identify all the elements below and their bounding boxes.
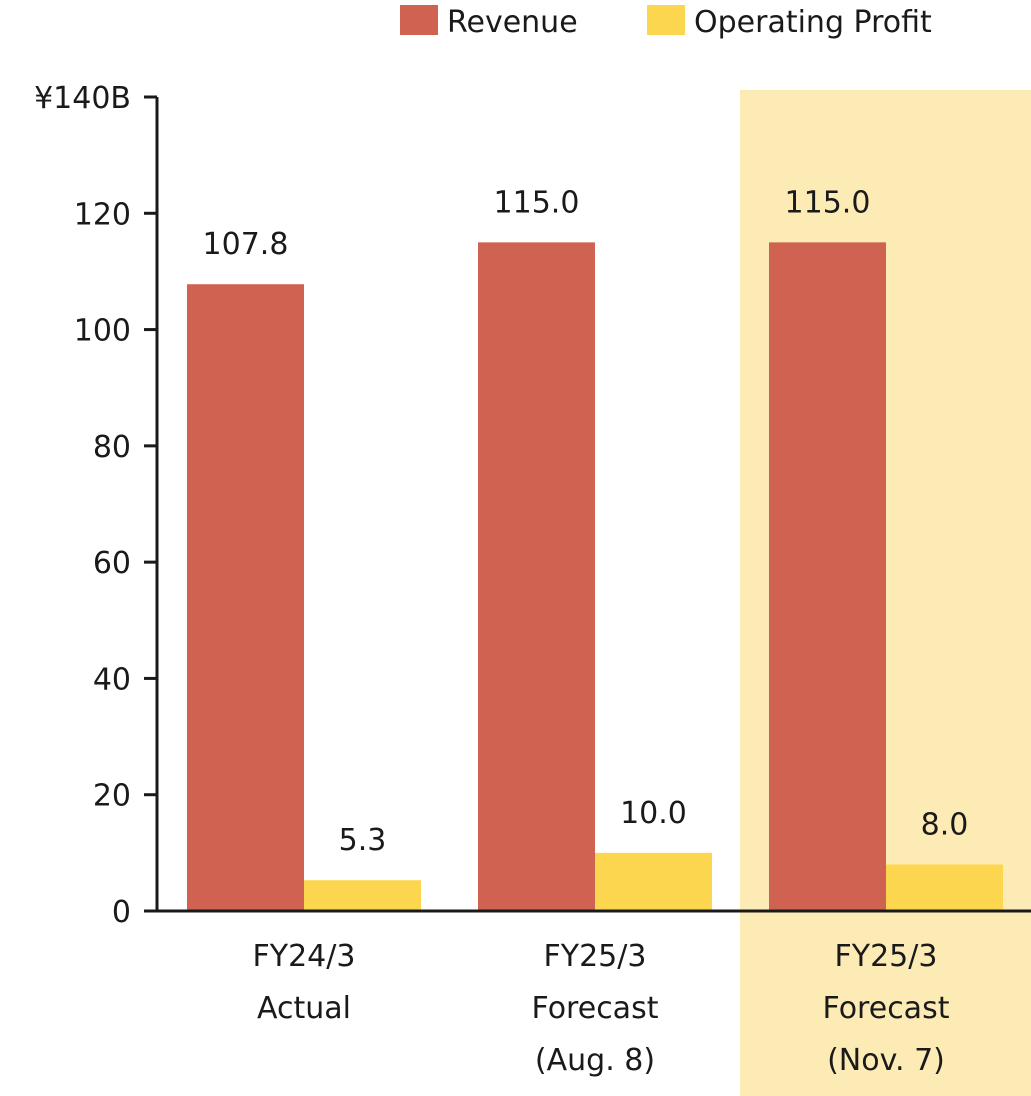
bar-operating-profit-2	[886, 864, 1003, 911]
bar-operating-profit-0	[304, 880, 421, 911]
data-label: 115.0	[494, 185, 580, 220]
legend-label: Revenue	[447, 5, 578, 40]
category-label: FY25/3	[835, 939, 938, 974]
y-tick-label: 80	[93, 430, 131, 465]
y-tick-label: 120	[74, 197, 131, 232]
axis-layer: 0 20 40 60 80 100 120 ¥140B FY24/3 Actual FY25/3 Fo…	[34, 81, 1031, 1078]
y-tick-label: 40	[93, 662, 131, 697]
bar-operating-profit-1	[595, 852, 712, 911]
category-label: (Aug. 8)	[535, 1043, 655, 1078]
data-label: 107.8	[203, 227, 289, 262]
legend-swatch	[400, 5, 438, 35]
data-label: 10.0	[620, 796, 687, 831]
legend-label: Operating Profit	[694, 5, 932, 40]
category-label: Forecast	[532, 991, 659, 1026]
category-label: FY25/3	[544, 939, 647, 974]
legend: Revenue Operating Profit	[400, 5, 932, 40]
bar-revenue-1	[478, 242, 595, 911]
y-tick-label: ¥140B	[34, 81, 131, 116]
data-label: 115.0	[785, 185, 871, 220]
y-tick-label: 100	[74, 314, 131, 349]
y-tick-label: 60	[93, 546, 131, 581]
category-label: Forecast	[823, 991, 950, 1026]
legend-swatch	[647, 5, 685, 35]
category-label: FY24/3	[253, 939, 356, 974]
bars-layer	[187, 242, 1003, 912]
data-label: 8.0	[921, 807, 969, 842]
bar-revenue-0	[187, 284, 304, 912]
data-label: 5.3	[339, 823, 387, 858]
category-label: (Nov. 7)	[827, 1043, 945, 1078]
y-tick-label: 0	[112, 895, 131, 930]
category-label: Actual	[257, 991, 351, 1026]
y-tick-label: 20	[93, 779, 131, 814]
labels-layer: 107.8 115.0 115.0 5.3 10.0 8.0	[203, 185, 969, 858]
bar-revenue-2	[769, 242, 886, 911]
